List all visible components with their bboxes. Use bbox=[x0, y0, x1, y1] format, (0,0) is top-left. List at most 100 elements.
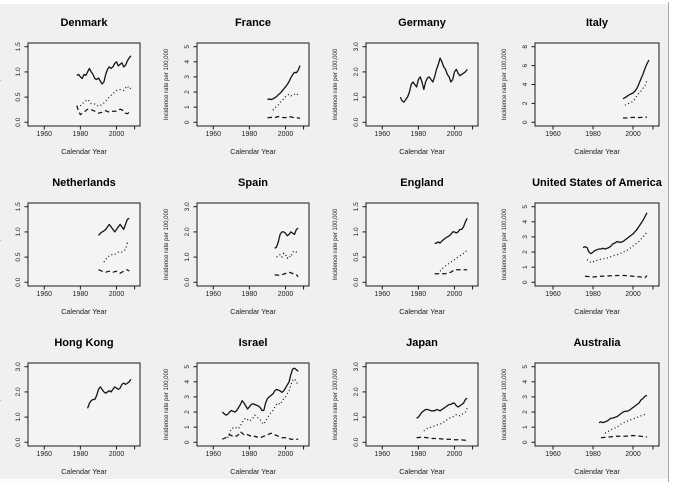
y-tick-label: 2 bbox=[184, 90, 191, 94]
y-tick-label: 0.5 bbox=[353, 252, 360, 261]
panel-grid: Denmark Incidence rate per 100,000 0.0 0.5 1… bbox=[0, 4, 676, 484]
series-line-solid bbox=[416, 397, 468, 419]
y-tick-label: 1.5 bbox=[353, 202, 360, 211]
chart-france: France Incidence rate per 100,000 0 1 2 3 4 5 19… bbox=[164, 17, 310, 156]
series-line-dashed bbox=[274, 271, 299, 278]
series-line-solid bbox=[221, 367, 299, 416]
y-tick-label: 4 bbox=[522, 82, 529, 86]
y-tick-label: 1.0 bbox=[15, 227, 22, 236]
y-axis-label: Incidence rate per 100,000 bbox=[502, 208, 508, 280]
series-line-dotted bbox=[604, 413, 648, 434]
y-tick-label: 0.0 bbox=[15, 437, 22, 446]
y-tick-label: 1.5 bbox=[15, 202, 22, 211]
series-line-solid bbox=[98, 217, 130, 236]
chart-netherlands: Netherlands Incidence rate per 100,000 0.0… bbox=[0, 177, 141, 316]
y-tick-label: 3 bbox=[522, 235, 529, 239]
x-axis-label: Calendar Year bbox=[574, 467, 620, 476]
x-tick-label: 1960 bbox=[36, 451, 52, 458]
x-tick-label: 1980 bbox=[73, 131, 89, 138]
y-tick-label: 6 bbox=[522, 63, 529, 67]
series-line-dashed bbox=[76, 105, 132, 116]
top-margin-strip bbox=[0, 0, 676, 4]
y-tick-label: 5 bbox=[184, 45, 191, 49]
chart-italy: Italy Incidence rate per 100,000 0 2 4 6 8 1960… bbox=[502, 17, 660, 156]
plot-box bbox=[196, 362, 310, 447]
x-tick-label: 1980 bbox=[411, 291, 427, 298]
y-tick-label: 0.0 bbox=[184, 277, 191, 286]
y-axis-label: Incidence rate per 100,000 bbox=[333, 208, 339, 280]
series-line-solid bbox=[76, 55, 132, 85]
x-tick-label: 2000 bbox=[109, 451, 125, 458]
chart-denmark: Denmark Incidence rate per 100,000 0.0 0.5 1… bbox=[0, 17, 141, 156]
panel-title: Hong Kong bbox=[54, 337, 113, 349]
y-tick-label: 1.0 bbox=[353, 412, 360, 421]
y-axis-label: Incidence rate per 100,000 bbox=[333, 368, 339, 440]
chart-germany: Germany Incidence rate per 100,000 0.0 1.0 2… bbox=[333, 17, 479, 156]
x-tick-label: 1980 bbox=[411, 131, 427, 138]
chart-england: England Incidence rate per 100,000 0.0 0.5 1… bbox=[333, 177, 479, 316]
x-axis-label: Calendar Year bbox=[574, 307, 620, 316]
x-tick-label: 2000 bbox=[625, 291, 641, 298]
x-tick-label: 1960 bbox=[545, 131, 561, 138]
y-tick-label: 2.0 bbox=[353, 387, 360, 396]
x-tick-label: 2000 bbox=[278, 131, 294, 138]
series-line-dashed bbox=[98, 269, 130, 274]
y-tick-label: 0.5 bbox=[15, 92, 22, 101]
y-tick-label: 3 bbox=[184, 75, 191, 79]
series-line-dotted bbox=[272, 93, 299, 111]
x-tick-label: 1980 bbox=[73, 451, 89, 458]
x-axis-label: Calendar Year bbox=[230, 307, 276, 316]
y-axis-label: Incidence rate per 100,000 bbox=[502, 368, 508, 440]
y-tick-label: 0.0 bbox=[353, 437, 360, 446]
y-tick-label: 1.0 bbox=[15, 412, 22, 421]
x-tick-label: 1960 bbox=[205, 131, 221, 138]
series-line-dashed bbox=[434, 269, 468, 275]
x-tick-label: 2000 bbox=[447, 131, 463, 138]
series-line-dotted bbox=[276, 250, 299, 259]
y-tick-label: 4 bbox=[184, 380, 191, 384]
x-tick-label: 1980 bbox=[242, 291, 258, 298]
x-tick-label: 2000 bbox=[625, 451, 641, 458]
plot-box bbox=[196, 42, 310, 127]
y-tick-label: 5 bbox=[184, 365, 191, 369]
figure-canvas: Denmark Incidence rate per 100,000 0.0 0.5 1… bbox=[0, 4, 669, 484]
x-tick-label: 2000 bbox=[278, 451, 294, 458]
y-tick-label: 4 bbox=[522, 380, 529, 384]
series-line-solid bbox=[399, 57, 468, 103]
chart-spain: Spain Incidence rate per 100,000 0.0 1.0 2.0… bbox=[164, 177, 310, 316]
x-tick-label: 2000 bbox=[278, 291, 294, 298]
x-tick-label: 1980 bbox=[411, 451, 427, 458]
plot-box bbox=[534, 362, 660, 447]
panel-title: Israel bbox=[239, 337, 268, 349]
y-tick-label: 0 bbox=[522, 120, 529, 124]
chart-israel: Israel Incidence rate per 100,000 0 1 2 3 4 5 19… bbox=[164, 337, 310, 476]
y-tick-label: 3.0 bbox=[353, 42, 360, 51]
series-line-solid bbox=[598, 394, 648, 424]
plot-box bbox=[534, 202, 660, 287]
window-edge-line bbox=[668, 2, 669, 482]
panel-title: Spain bbox=[238, 177, 268, 189]
y-tick-label: 2 bbox=[522, 101, 529, 105]
y-axis-label: Incidence rate per 100,000 bbox=[164, 208, 170, 280]
y-tick-label: 3.0 bbox=[15, 362, 22, 371]
panel-title: England bbox=[400, 177, 443, 189]
y-tick-label: 5 bbox=[522, 205, 529, 209]
x-axis-label: Calendar Year bbox=[61, 307, 107, 316]
x-tick-label: 2000 bbox=[447, 291, 463, 298]
series-line-dotted bbox=[423, 408, 468, 432]
y-tick-label: 2 bbox=[522, 250, 529, 254]
y-tick-label: 2.0 bbox=[353, 67, 360, 76]
chart-hong-kong: Hong Kong Incidence rate per 100,000 0.0 1.… bbox=[0, 337, 141, 476]
x-tick-label: 2000 bbox=[625, 131, 641, 138]
series-line-solid bbox=[86, 378, 132, 409]
y-tick-label: 0.0 bbox=[353, 117, 360, 126]
x-tick-label: 1980 bbox=[242, 451, 258, 458]
x-axis-label: Calendar Year bbox=[399, 467, 445, 476]
series-line-dotted bbox=[586, 231, 648, 264]
x-axis-label: Calendar Year bbox=[574, 147, 620, 156]
series-line-dotted bbox=[439, 249, 468, 272]
x-tick-label: 2000 bbox=[447, 451, 463, 458]
y-tick-label: 2 bbox=[522, 410, 529, 414]
plot-box bbox=[365, 202, 479, 287]
x-tick-label: 2000 bbox=[109, 291, 125, 298]
